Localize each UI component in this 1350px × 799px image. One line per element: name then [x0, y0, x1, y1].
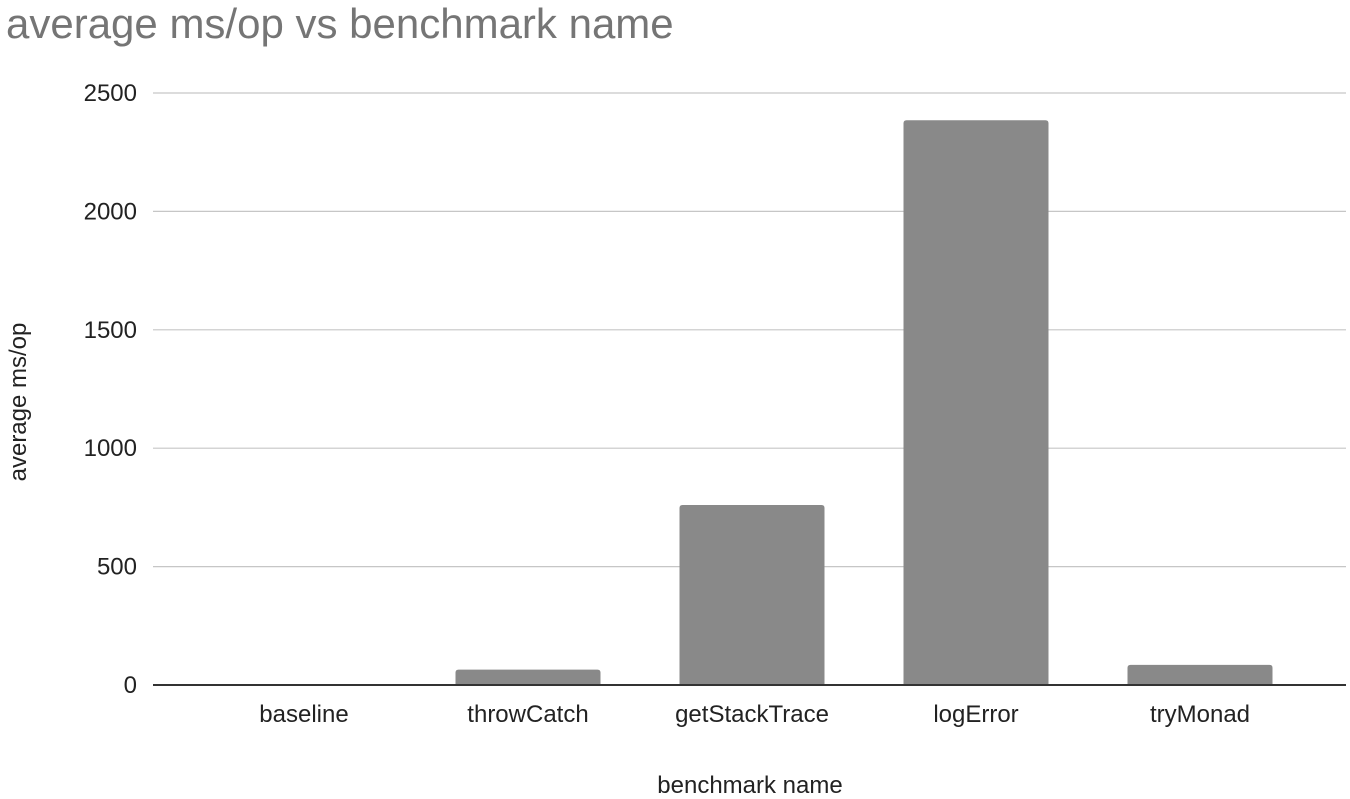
chart-title: average ms/op vs benchmark name [6, 0, 674, 47]
y-tick-label: 2500 [84, 80, 137, 107]
x-axis-tick-labels: baseline throwCatch getStackTrace logError t… [259, 701, 1250, 728]
x-tick-label: getStackTrace [675, 701, 829, 728]
bar-logError [903, 120, 1049, 686]
y-tick-label: 500 [97, 554, 137, 581]
bar-getStackTrace [679, 505, 825, 685]
x-axis-title: benchmark name [657, 772, 842, 799]
bar-throwCatch [455, 669, 601, 685]
x-tick-label: logError [933, 701, 1018, 728]
bar-tryMonad [1127, 664, 1273, 685]
y-tick-label: 1500 [84, 317, 137, 344]
bars [455, 120, 1273, 686]
x-tick-label: baseline [259, 701, 348, 728]
gridlines [153, 92, 1346, 568]
y-tick-label: 0 [124, 672, 137, 699]
x-tick-label: tryMonad [1150, 701, 1250, 728]
y-tick-label: 1000 [84, 435, 137, 462]
y-axis-tick-labels: 0 500 1000 1500 2000 2500 [84, 80, 137, 699]
y-axis-title: average ms/op [5, 323, 32, 482]
x-tick-label: throwCatch [467, 701, 588, 728]
y-tick-label: 2000 [84, 198, 137, 225]
